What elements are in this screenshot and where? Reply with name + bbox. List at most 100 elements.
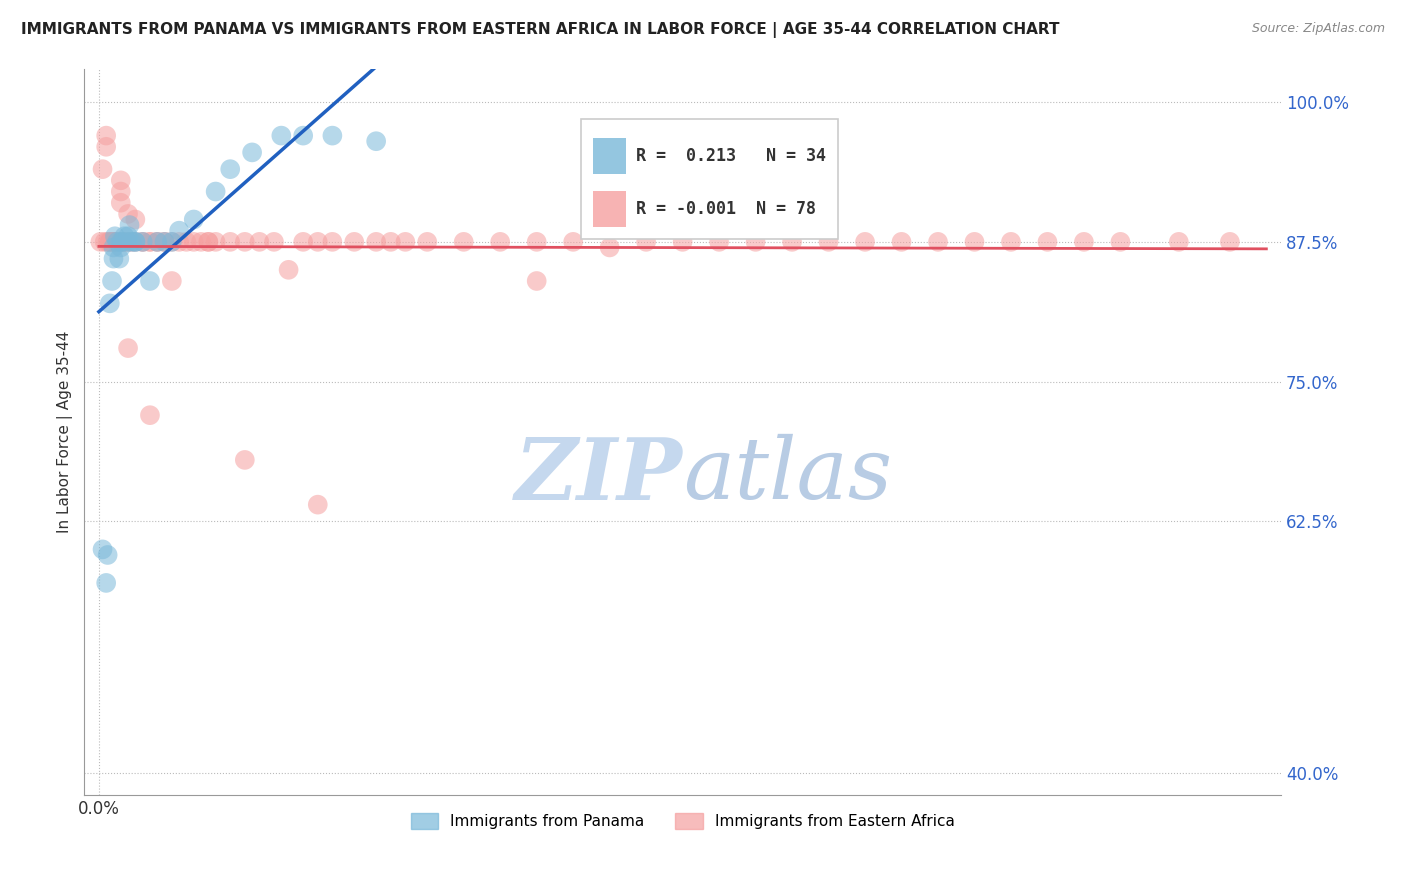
Point xyxy=(204,235,226,249)
Point xyxy=(105,235,128,249)
Point xyxy=(108,252,131,266)
Point xyxy=(131,235,153,249)
Point xyxy=(97,548,120,562)
Point xyxy=(307,498,329,512)
Point xyxy=(321,235,343,249)
Point xyxy=(292,128,315,143)
Point xyxy=(394,235,416,249)
Text: R =  0.213   N = 34: R = 0.213 N = 34 xyxy=(636,147,825,165)
Point xyxy=(131,235,153,249)
Point xyxy=(963,235,986,249)
Point xyxy=(744,235,766,249)
Point xyxy=(562,235,585,249)
Point xyxy=(124,235,146,249)
Point xyxy=(153,235,176,249)
Point xyxy=(453,235,475,249)
Point xyxy=(110,195,132,210)
Point xyxy=(204,185,226,199)
Point xyxy=(1000,235,1022,249)
Point xyxy=(117,229,139,244)
Point xyxy=(104,229,127,244)
Point xyxy=(526,274,548,288)
Point xyxy=(117,341,139,355)
FancyBboxPatch shape xyxy=(581,120,838,239)
Point xyxy=(101,274,124,288)
Point xyxy=(110,173,132,187)
Point xyxy=(110,235,132,249)
Point xyxy=(110,185,132,199)
Point xyxy=(249,235,271,249)
Point xyxy=(146,235,169,249)
Point xyxy=(139,408,162,422)
Point xyxy=(853,235,876,249)
Point xyxy=(197,235,219,249)
Point xyxy=(1167,235,1189,249)
Point xyxy=(111,235,134,249)
Point xyxy=(167,224,190,238)
Point xyxy=(103,235,125,249)
Text: R = -0.001  N = 78: R = -0.001 N = 78 xyxy=(636,200,815,218)
Point xyxy=(96,140,118,154)
Point xyxy=(233,235,256,249)
Point xyxy=(160,235,183,249)
Point xyxy=(111,235,134,249)
Point xyxy=(380,235,402,249)
Text: Source: ZipAtlas.com: Source: ZipAtlas.com xyxy=(1251,22,1385,36)
Bar xyxy=(593,137,627,174)
Point xyxy=(98,235,121,249)
Point xyxy=(219,235,242,249)
Point xyxy=(636,235,658,249)
Point xyxy=(103,235,125,249)
Point xyxy=(139,274,162,288)
Point xyxy=(96,128,118,143)
Point xyxy=(118,218,141,232)
Point xyxy=(105,235,128,249)
Point xyxy=(121,235,143,249)
Point xyxy=(707,235,730,249)
Text: IMMIGRANTS FROM PANAMA VS IMMIGRANTS FROM EASTERN AFRICA IN LABOR FORCE | AGE 35: IMMIGRANTS FROM PANAMA VS IMMIGRANTS FRO… xyxy=(21,22,1060,38)
Y-axis label: In Labor Force | Age 35-44: In Labor Force | Age 35-44 xyxy=(58,331,73,533)
Point xyxy=(526,235,548,249)
Point xyxy=(190,235,212,249)
Point xyxy=(263,235,285,249)
Point xyxy=(124,235,146,249)
Point xyxy=(89,235,111,249)
Point xyxy=(672,235,695,249)
Point xyxy=(93,235,115,249)
Point xyxy=(103,240,125,254)
Text: ZIP: ZIP xyxy=(515,434,683,517)
Point xyxy=(96,576,118,591)
Point xyxy=(167,235,190,249)
Point xyxy=(270,128,292,143)
Point xyxy=(139,235,162,249)
Point xyxy=(153,235,176,249)
Point xyxy=(153,235,176,249)
Point xyxy=(240,145,263,160)
Point xyxy=(1036,235,1059,249)
Point xyxy=(117,235,139,249)
Point xyxy=(98,296,121,310)
Point xyxy=(233,453,256,467)
Point xyxy=(1219,235,1241,249)
Point xyxy=(927,235,949,249)
Legend: Immigrants from Panama, Immigrants from Eastern Africa: Immigrants from Panama, Immigrants from … xyxy=(405,806,960,835)
Point xyxy=(292,235,315,249)
Point xyxy=(1073,235,1095,249)
Point xyxy=(219,162,242,177)
Point xyxy=(489,235,512,249)
Point xyxy=(183,212,205,227)
Point xyxy=(160,235,183,249)
Point xyxy=(103,252,125,266)
Point xyxy=(146,235,169,249)
Point xyxy=(366,235,388,249)
Text: atlas: atlas xyxy=(683,434,891,516)
Point xyxy=(183,235,205,249)
Point xyxy=(104,235,127,249)
Point xyxy=(599,240,621,254)
Point xyxy=(416,235,439,249)
Point xyxy=(890,235,912,249)
Point xyxy=(366,134,388,148)
Point xyxy=(98,235,121,249)
Point xyxy=(307,235,329,249)
Point xyxy=(131,235,153,249)
